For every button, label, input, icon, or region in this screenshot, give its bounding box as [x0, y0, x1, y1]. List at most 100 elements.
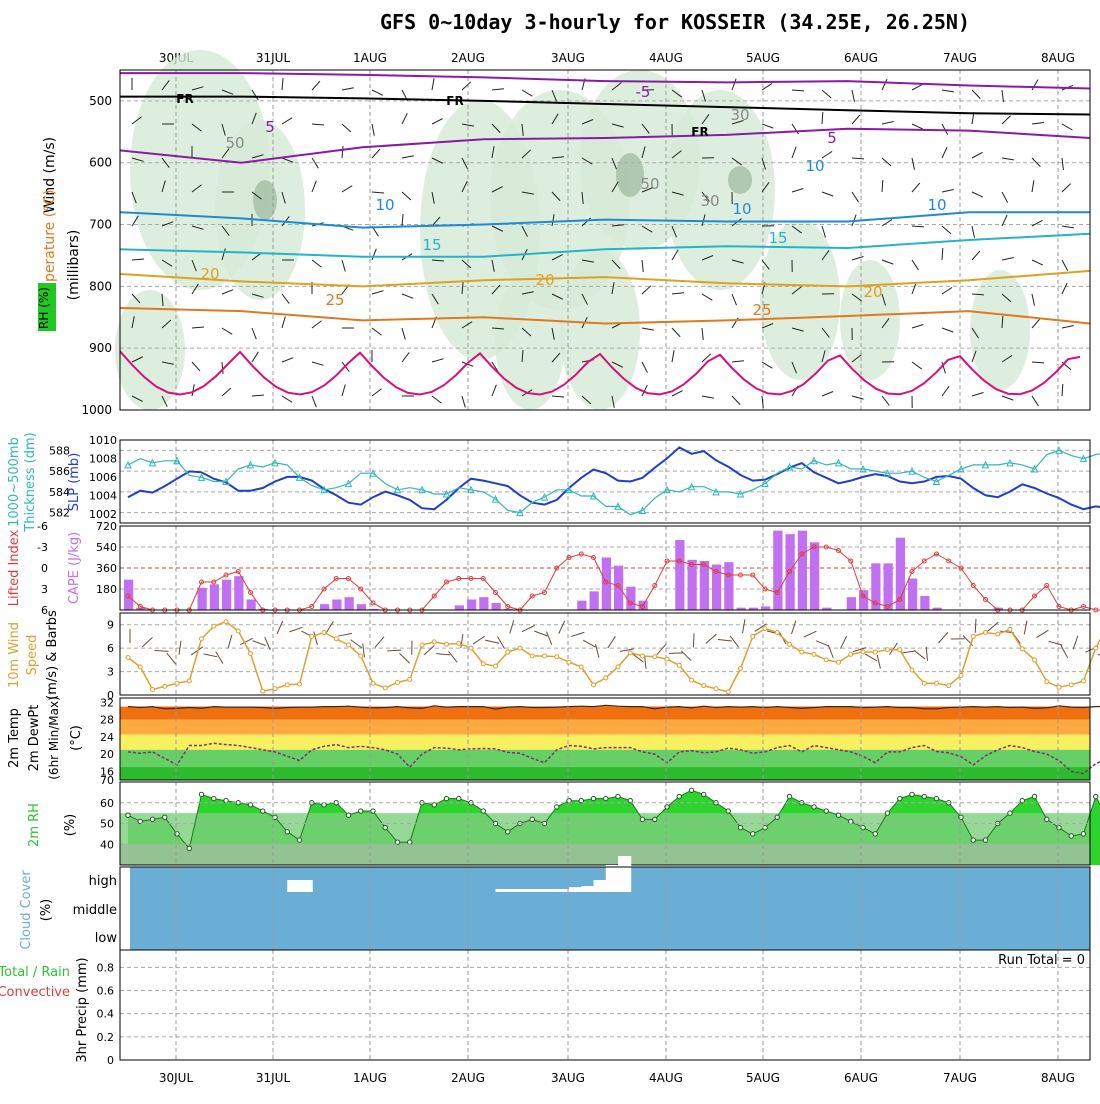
upper-air-barb: [402, 352, 409, 362]
rh-marker: [812, 805, 816, 809]
wind-speed-marker: [898, 648, 902, 652]
upper-air-barb: [942, 147, 947, 158]
wind-speed-marker: [959, 673, 963, 677]
upper-air-barb: [522, 90, 532, 96]
rh-marker: [346, 813, 350, 817]
wind-speed-marker: [971, 634, 975, 638]
wind-barb: [583, 640, 595, 647]
wind-barb: [338, 633, 352, 636]
rh-shade-10: [970, 270, 1030, 390]
rh-marker: [555, 805, 559, 809]
upper-air-barb: [1032, 220, 1043, 226]
upper-air-barb: [312, 260, 322, 267]
top-day-label-2AUG: 2AUG: [451, 51, 485, 65]
cloud-high-bar-34: [545, 889, 558, 892]
slp-tick-1004: 1004: [89, 489, 117, 502]
upper-air-barb: [432, 359, 444, 362]
temp-tick-70: 70: [100, 774, 114, 787]
top-day-label-31JUL: 31JUL: [256, 51, 291, 65]
wind-speed-marker: [812, 652, 816, 656]
upper-air-barb: [1002, 192, 1008, 203]
rh-marker: [971, 838, 975, 842]
wind-barb: [706, 634, 717, 643]
cape-tick-180: 180: [96, 583, 117, 596]
wind-barb: [841, 636, 847, 649]
wind-barb: [657, 644, 666, 655]
upper-air-barb: [642, 286, 651, 294]
upper-air-barb: [822, 90, 831, 98]
upper-air-barb: [1002, 116, 1011, 124]
wind-barb: [730, 636, 738, 647]
cape-bar-18: [345, 597, 354, 610]
upper-air-barb: [882, 122, 894, 124]
upper-air-barb: [882, 158, 891, 166]
wind-speed-marker: [800, 650, 804, 654]
rh-marker: [248, 803, 252, 807]
contour-label-6: 10: [375, 196, 394, 214]
wind-barb: [975, 619, 976, 633]
upper-air-barb: [642, 260, 643, 272]
upper-air-barb: [1032, 260, 1043, 265]
rh-marker: [873, 832, 877, 836]
wind-speed-marker: [837, 660, 841, 664]
wind-tick-3: 3: [107, 666, 114, 679]
wind-speed-marker: [751, 634, 755, 638]
wind-speed-marker: [494, 664, 498, 668]
cape-bar-55: [798, 531, 807, 610]
wind-speed-marker: [445, 642, 449, 646]
wind-speed-marker: [922, 681, 926, 685]
upper-air-barb: [942, 190, 954, 192]
cloud-high-bar-13: [287, 880, 300, 892]
wind-barb: [939, 632, 948, 642]
upper-air-barb: [312, 81, 320, 90]
bottom-day-label-2AUG: 2AUG: [451, 1071, 485, 1085]
rh-marker: [775, 815, 779, 819]
wind-barb: [449, 651, 458, 662]
upper-air-barb: [312, 321, 322, 328]
cape-bar-60: [859, 590, 868, 610]
upper-air-barb: [1002, 396, 1013, 400]
rh-marker: [444, 796, 448, 800]
rh-marker: [285, 830, 289, 834]
wind-barb: [167, 653, 176, 664]
contour-label-17: 50: [640, 175, 659, 193]
wind-speed-marker: [371, 681, 375, 685]
rh-marker: [616, 794, 620, 798]
upper-air-barb: [822, 192, 833, 196]
upper-air-barb: [672, 293, 684, 294]
wind-barb: [400, 653, 410, 663]
wind-speed-marker: [518, 646, 522, 650]
upper-air-barb: [552, 396, 564, 397]
rh-marker: [726, 809, 730, 813]
wind-speed-marker: [579, 665, 583, 669]
upper-air-barb: [762, 83, 772, 90]
upper-air-barb: [972, 226, 974, 238]
wind-frame: [120, 613, 1090, 695]
rh-marker: [126, 813, 130, 817]
cape-bar-19: [357, 604, 366, 610]
temp-label-unit: (°C): [69, 725, 84, 751]
upper-air-barb: [1002, 158, 1014, 160]
wind-speed-marker: [788, 642, 792, 646]
upper-air-barb: [732, 79, 736, 90]
cape-bar-59: [847, 597, 856, 610]
wind-speed-marker: [457, 641, 461, 645]
precip-label-convective: Convective: [0, 985, 70, 1000]
upper-air-barb: [972, 152, 983, 158]
cape-bar-56: [810, 542, 819, 610]
wind-barb: [522, 626, 535, 632]
upper-air-barb: [312, 362, 324, 365]
cloud-high-bar-37: [581, 886, 594, 892]
upper-air-barb: [282, 118, 292, 124]
wind-barb: [902, 651, 916, 653]
rh-marker: [653, 817, 657, 821]
wind-speed-marker: [506, 650, 510, 654]
cape-bar-8: [222, 580, 231, 610]
upper-air-barb: [192, 384, 194, 396]
upper-air-barb: [492, 385, 496, 396]
wind-speed-marker: [322, 631, 326, 635]
upper-air-barb: [852, 396, 864, 399]
rh-marker: [922, 794, 926, 798]
cape-bar-62: [884, 563, 893, 610]
rh-marker: [163, 815, 167, 819]
